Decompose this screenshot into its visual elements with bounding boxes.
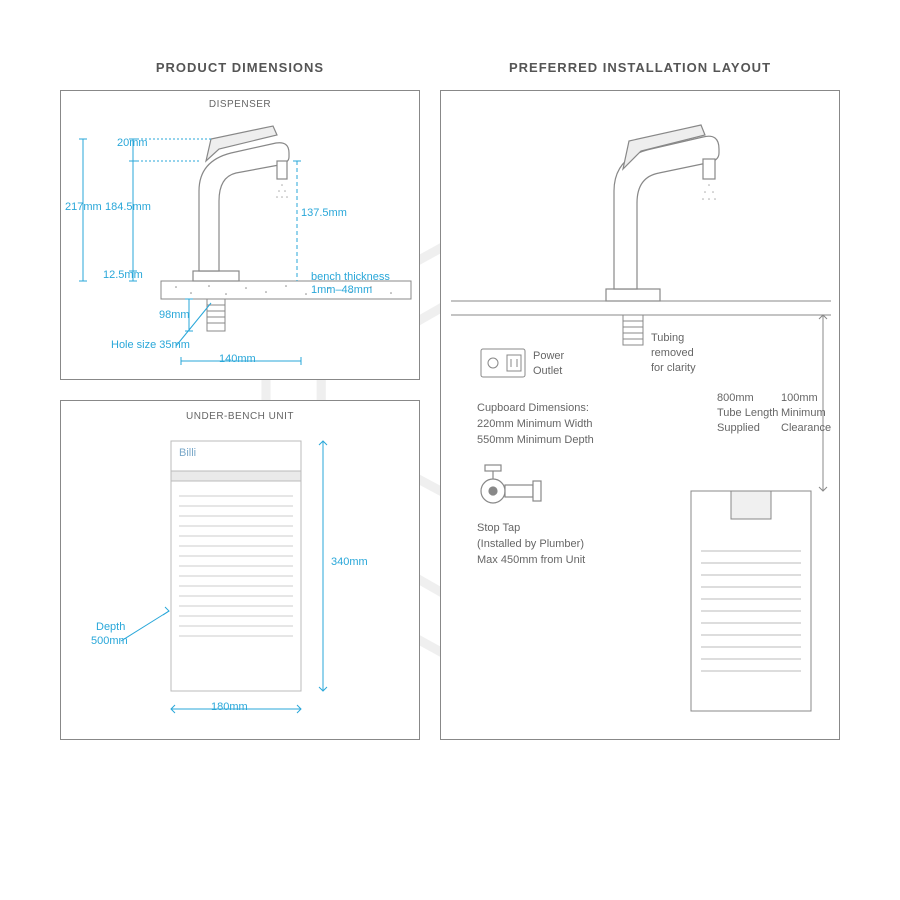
page: PRODUCT DIMENSIONS PREFERRED INSTALLATIO… [60,60,840,840]
dim-140mm: 140mm [219,353,256,365]
dim-ub-height: 340mm [331,556,368,568]
label-cupboard-w: 220mm Minimum Width [477,417,593,432]
label-cupboard-title: Cupboard Dimensions: [477,401,589,416]
dim-bench-thickness: bench thickness 1mm–48mm [311,271,390,297]
dispenser-drawing [61,91,421,381]
label-tube-len: 800mm Tube Length Supplied [717,391,778,436]
dim-184mm: 184.5mm [105,201,151,213]
dim-137mm: 137.5mm [301,207,347,219]
label-stoptap-note1: (Installed by Plumber) [477,537,584,552]
dim-ub-width: 180mm [211,701,248,713]
label-clearance: 100mm Minimum Clearance [781,391,831,436]
dim-217mm: 217mm [65,201,102,213]
dim-12-5mm: 12.5mm [103,269,143,281]
label-cupboard-d: 550mm Minimum Depth [477,433,594,448]
dim-20mm: 20mm [117,137,148,149]
title-left: PRODUCT DIMENSIONS [60,60,420,75]
label-stoptap-note2: Max 450mm from Unit [477,553,585,568]
panel-underbench: UNDER-BENCH UNIT [60,400,420,740]
dim-ub-depth: 500mm [91,635,128,647]
label-stoptap: Stop Tap [477,521,520,536]
label-power-outlet: Power Outlet [533,349,564,379]
brand-label: Billi [179,447,196,459]
panel-install: Power Outlet Tubing removed for clarity … [440,90,840,740]
title-right: PREFERRED INSTALLATION LAYOUT [440,60,840,75]
label-tubing-removed: Tubing removed for clarity [651,331,696,376]
dim-ub-depth-label: Depth [96,621,125,633]
dim-hole-35mm: Hole size 35mm [111,339,190,351]
underbench-drawing [61,401,421,741]
panel-dispenser: DISPENSER [60,90,420,380]
dim-98mm: 98mm [159,309,190,321]
